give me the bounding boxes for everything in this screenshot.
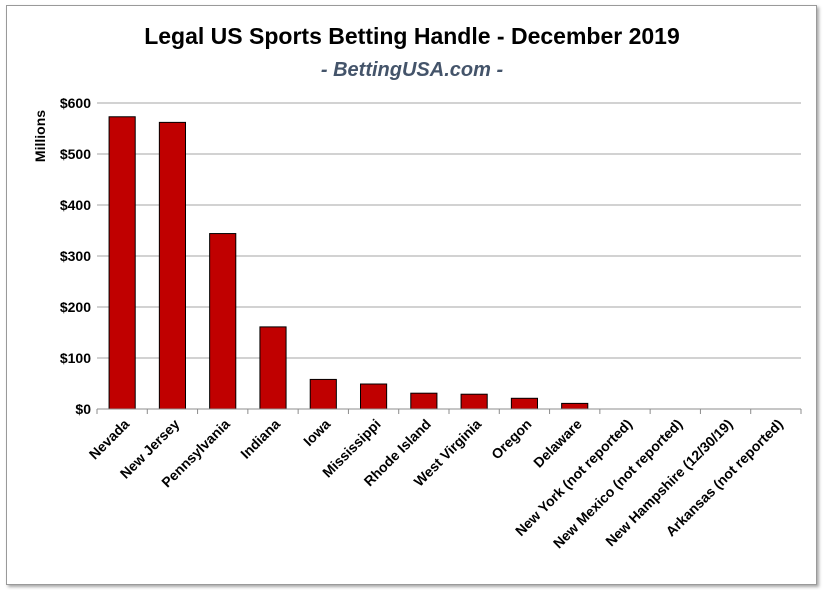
y-axis-label: Millions [32,110,48,162]
x-tick-label: Indiana [237,416,283,462]
gridlines [97,102,801,359]
y-tick-label: $600 [60,95,91,111]
y-tick-label: $200 [60,299,91,315]
x-tick-label: Nevada [86,416,133,463]
chart-title: Legal US Sports Betting Handle - Decembe… [144,23,680,49]
chart-frame: Legal US Sports Betting Handle - Decembe… [6,5,817,585]
x-tick-label: Iowa [300,416,333,449]
bars [108,116,589,410]
bar [561,402,589,410]
bar [259,326,287,410]
bar [158,121,187,410]
y-tick-label: $100 [60,350,91,366]
bar [460,393,488,410]
bar [309,378,337,410]
bar [510,397,539,410]
bar [108,116,136,410]
bar [359,383,388,410]
y-tick-label: $300 [60,248,91,264]
y-tick-label: $400 [60,197,91,213]
bar-chart: Legal US Sports Betting Handle - Decembe… [32,23,802,552]
x-tick-label: Oregon [488,416,535,463]
x-axis [96,408,802,414]
y-tick-label: $0 [75,401,91,417]
bar [209,233,237,410]
bar [410,392,438,410]
y-tick-labels: $0 $100 $200 $300 $400 $500 $600 [60,95,91,417]
y-tick-label: $500 [60,146,91,162]
chart-subtitle: - BettingUSA.com - [321,59,504,81]
